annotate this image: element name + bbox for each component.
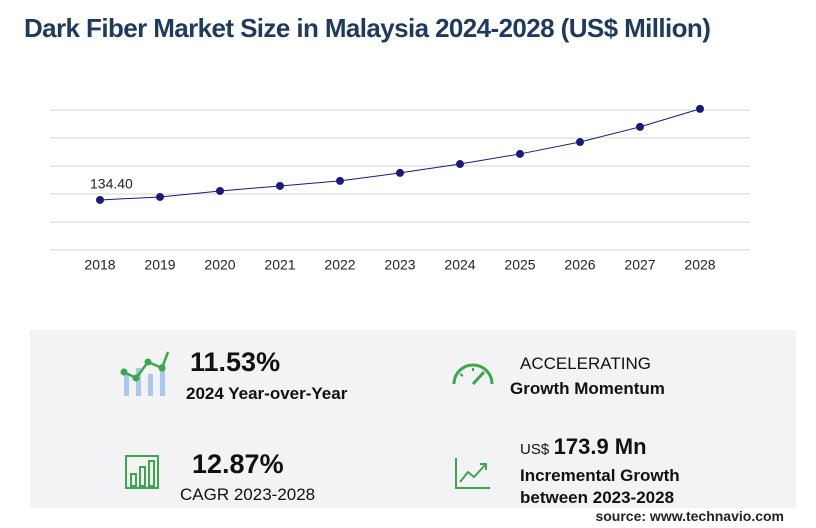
kpi-value-group: US$ 173.9 Mn <box>520 434 647 460</box>
trend-icon <box>455 458 490 489</box>
x-tick-label: 2020 <box>204 257 235 273</box>
point <box>696 104 704 113</box>
chart: 2018 2019 2020 2021 2022 2023 2024 2025 2026 2027… <box>50 104 750 273</box>
kpi-label: CAGR 2023-2028 <box>180 485 316 504</box>
point <box>336 176 344 185</box>
chart-title: Dark Fiber Market Size in Malaysia 2024-… <box>24 13 711 43</box>
kpi-label: Growth Momentum <box>510 379 665 398</box>
point <box>516 149 524 158</box>
point <box>576 138 584 147</box>
source: source: www.technavio.com <box>595 508 784 524</box>
kpi-label: 2024 Year-over-Year <box>186 384 348 403</box>
line <box>99 108 701 201</box>
x-tick-label: 2021 <box>264 257 295 273</box>
x-tick-label: 2025 <box>504 257 535 273</box>
x-tick-label: 2022 <box>324 257 355 273</box>
grid <box>50 109 750 251</box>
x-tick-label: 2024 <box>444 257 475 273</box>
kpi-label: between 2023-2028 <box>520 488 675 507</box>
x-tick-label: 2023 <box>384 257 415 273</box>
kpi-label: Incremental Growth <box>520 466 680 485</box>
x-tick-label: 2019 <box>144 257 175 273</box>
point <box>276 181 284 190</box>
value-label: 134.40 <box>90 176 133 192</box>
x-tick-label: 2027 <box>624 257 655 273</box>
point <box>216 186 224 195</box>
point <box>456 160 464 169</box>
growth-icon <box>120 351 170 396</box>
kpi-prefix: US$ <box>520 441 550 458</box>
point <box>396 168 404 177</box>
bar-icon <box>125 455 159 489</box>
kpi-value: 173.9 Mn <box>553 434 647 459</box>
kpi-value: 11.53% <box>190 347 281 377</box>
x-tick-label: 2018 <box>84 257 115 273</box>
gauge-icon <box>452 363 494 386</box>
x-tick-label: 2028 <box>684 257 715 273</box>
kpi-value: ACCELERATING <box>520 354 651 373</box>
point <box>156 192 164 201</box>
x-tick-label: 2026 <box>564 257 595 273</box>
point <box>96 195 104 204</box>
kpi-value: 12.87% <box>192 449 284 479</box>
point <box>636 122 644 131</box>
